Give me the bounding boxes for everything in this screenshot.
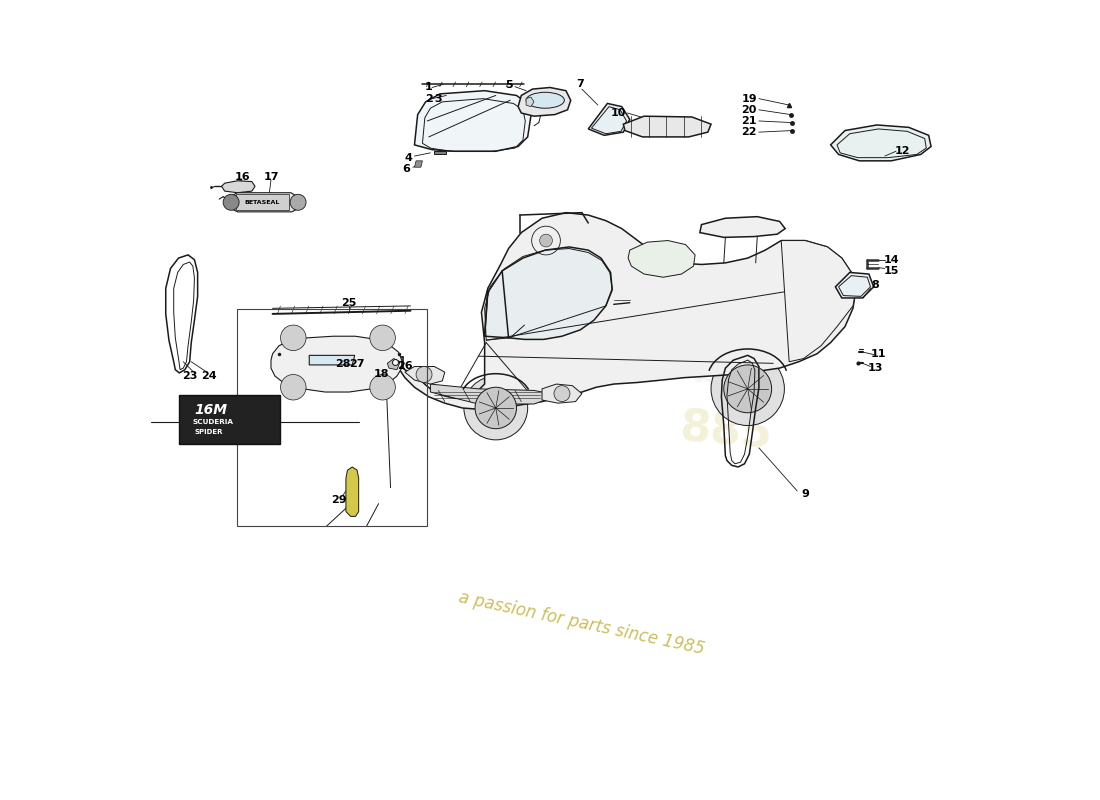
- Circle shape: [464, 376, 528, 440]
- Polygon shape: [430, 384, 550, 404]
- Polygon shape: [781, 241, 856, 362]
- Text: 16: 16: [234, 172, 250, 182]
- Polygon shape: [700, 217, 785, 238]
- Circle shape: [370, 325, 395, 350]
- Polygon shape: [532, 234, 557, 257]
- Text: 3: 3: [434, 94, 442, 104]
- Polygon shape: [485, 247, 613, 339]
- Text: 22: 22: [741, 127, 757, 137]
- Text: 21: 21: [741, 116, 757, 126]
- Polygon shape: [415, 90, 531, 151]
- Circle shape: [416, 366, 432, 382]
- FancyBboxPatch shape: [179, 395, 279, 444]
- Polygon shape: [345, 467, 359, 516]
- Polygon shape: [526, 97, 535, 106]
- Text: 20: 20: [741, 105, 757, 115]
- Circle shape: [370, 374, 395, 400]
- Text: 19: 19: [741, 94, 757, 104]
- Text: 1: 1: [425, 82, 432, 93]
- Text: 27: 27: [350, 359, 365, 369]
- Polygon shape: [415, 161, 422, 167]
- Circle shape: [280, 374, 306, 400]
- Polygon shape: [387, 358, 400, 370]
- Polygon shape: [830, 125, 931, 161]
- Text: 26: 26: [397, 361, 412, 370]
- Polygon shape: [542, 384, 582, 403]
- Polygon shape: [309, 355, 354, 365]
- Text: 14: 14: [883, 254, 899, 265]
- Text: SPIDER: SPIDER: [195, 429, 223, 435]
- Text: BETASEAL: BETASEAL: [244, 200, 279, 205]
- Text: 15: 15: [883, 266, 899, 276]
- Text: 25: 25: [341, 298, 356, 308]
- Text: 2: 2: [425, 94, 432, 104]
- Circle shape: [540, 234, 552, 247]
- Text: 18: 18: [373, 370, 388, 379]
- Text: 10: 10: [610, 108, 626, 118]
- Polygon shape: [835, 273, 873, 298]
- Text: 885: 885: [678, 406, 773, 458]
- Polygon shape: [568, 234, 593, 257]
- Text: 12: 12: [894, 146, 910, 156]
- Circle shape: [280, 325, 306, 350]
- Text: 4: 4: [404, 154, 412, 163]
- Text: GARIBALDI: GARIBALDI: [595, 316, 777, 421]
- Polygon shape: [221, 181, 255, 193]
- Polygon shape: [271, 336, 402, 392]
- Text: 6: 6: [403, 164, 410, 174]
- Text: 8: 8: [871, 280, 879, 290]
- Circle shape: [724, 365, 771, 413]
- Polygon shape: [231, 193, 298, 212]
- Text: 29: 29: [331, 495, 346, 506]
- Polygon shape: [405, 366, 444, 384]
- Circle shape: [554, 386, 570, 402]
- Polygon shape: [588, 103, 629, 135]
- Text: 24: 24: [201, 371, 217, 381]
- Text: 5: 5: [505, 80, 513, 90]
- Circle shape: [290, 194, 306, 210]
- Text: 9: 9: [801, 489, 808, 499]
- Circle shape: [475, 387, 517, 429]
- Text: 16M: 16M: [195, 403, 228, 418]
- Text: 13: 13: [868, 363, 883, 373]
- Polygon shape: [624, 116, 711, 137]
- Text: 28: 28: [336, 359, 351, 369]
- Polygon shape: [628, 241, 695, 278]
- Text: a passion for parts since 1985: a passion for parts since 1985: [458, 588, 706, 658]
- Polygon shape: [518, 87, 571, 116]
- Polygon shape: [434, 151, 447, 154]
- Text: 11: 11: [871, 349, 887, 358]
- Text: 23: 23: [182, 371, 197, 381]
- Text: SCUDERIA: SCUDERIA: [192, 419, 234, 426]
- Text: 7: 7: [576, 79, 584, 90]
- Ellipse shape: [526, 92, 564, 108]
- Circle shape: [711, 352, 784, 426]
- Polygon shape: [397, 213, 856, 410]
- FancyBboxPatch shape: [235, 194, 288, 210]
- Text: 17: 17: [263, 172, 278, 182]
- Circle shape: [223, 194, 239, 210]
